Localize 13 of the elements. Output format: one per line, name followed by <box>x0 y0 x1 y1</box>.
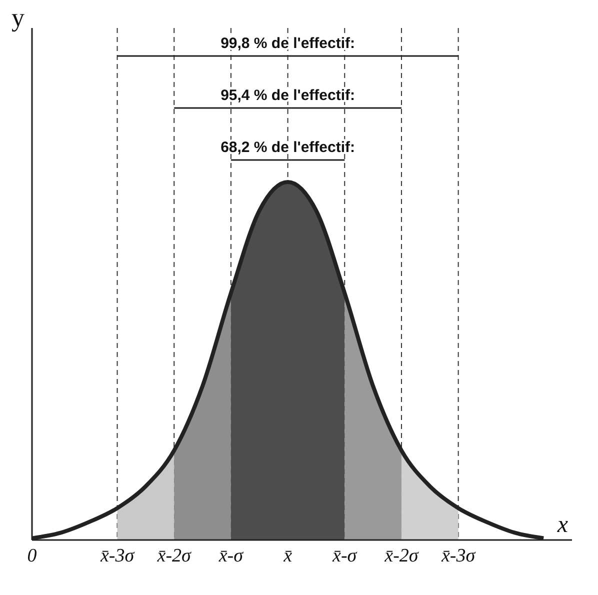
x-tick-label: x̄-3σ <box>440 545 476 566</box>
x-tick-label: x̄-2σ <box>384 545 419 566</box>
x-tick-label: x̄-2σ <box>156 545 192 566</box>
x-tick-label: x̄-σ <box>332 545 358 566</box>
x-tick-label: x̄ <box>282 545 293 566</box>
text: 99,8 % de l'effectif: <box>220 35 356 52</box>
x-tick-label: 0 <box>27 545 38 566</box>
x-tick-label: x̄-σ <box>218 545 244 566</box>
x-tick-label: x̄-3σ <box>99 545 135 566</box>
text: 68,2 % de l'effectif: <box>220 139 356 156</box>
text: y <box>12 3 24 32</box>
x-axis-title: x <box>556 512 568 538</box>
text: 95,4 % de l'effectif: <box>220 87 356 104</box>
